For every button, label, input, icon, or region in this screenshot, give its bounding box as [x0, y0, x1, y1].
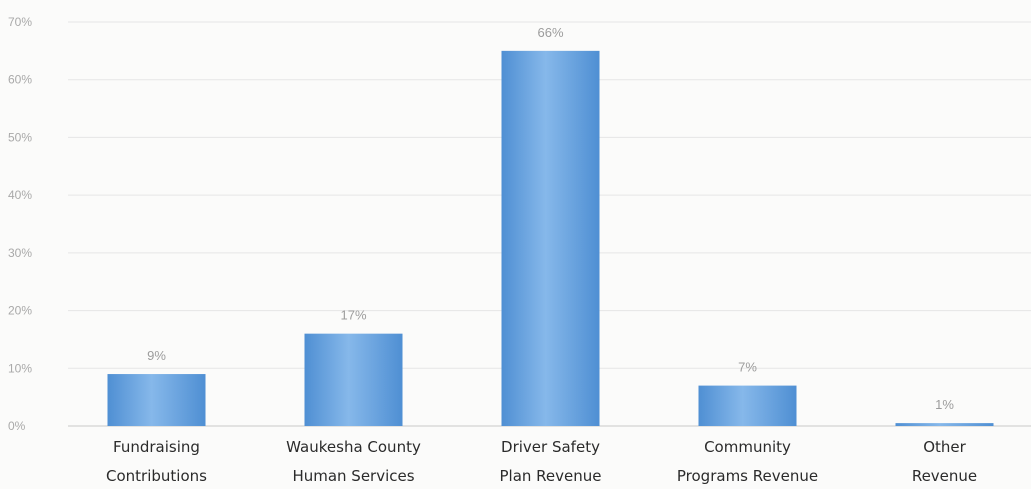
- y-tick-label: 10%: [8, 361, 32, 375]
- x-category-label: Programs Revenue: [677, 467, 818, 485]
- data-label: 9%: [147, 348, 166, 363]
- y-tick-label: 60%: [8, 73, 32, 87]
- data-label: 17%: [340, 308, 366, 323]
- bar: [501, 50, 600, 426]
- x-category-label: Fundraising: [113, 438, 200, 456]
- bars: [107, 50, 994, 426]
- x-category-label: Other: [923, 438, 966, 456]
- data-label: 1%: [935, 397, 954, 412]
- bar: [698, 385, 797, 426]
- y-tick-label: 30%: [8, 246, 32, 260]
- bar: [304, 333, 403, 426]
- y-tick-label: 20%: [8, 304, 32, 318]
- y-axis-ticks: 0% 10% 20% 30% 40% 50% 60% 70%: [8, 15, 32, 433]
- data-label: 7%: [738, 360, 757, 375]
- data-labels: 9% 17% 66% 7% 1%: [147, 25, 954, 412]
- bar: [107, 374, 206, 426]
- data-label: 66%: [537, 25, 563, 40]
- y-tick-label: 40%: [8, 188, 32, 202]
- x-category-label: Community: [704, 438, 791, 456]
- y-tick-label: 70%: [8, 15, 32, 29]
- bar: [895, 423, 994, 426]
- x-category-label: Plan Revenue: [499, 467, 601, 485]
- x-category-label: Contributions: [106, 467, 207, 485]
- x-axis-categories: Fundraising Contributions Waukesha County H…: [106, 438, 977, 485]
- x-category-label: Human Services: [292, 467, 414, 485]
- y-tick-label: 0%: [8, 419, 26, 433]
- x-category-label: Waukesha County: [286, 438, 421, 456]
- x-category-label: Driver Safety: [501, 438, 600, 456]
- x-category-label: Revenue: [912, 467, 977, 485]
- y-tick-label: 50%: [8, 130, 32, 144]
